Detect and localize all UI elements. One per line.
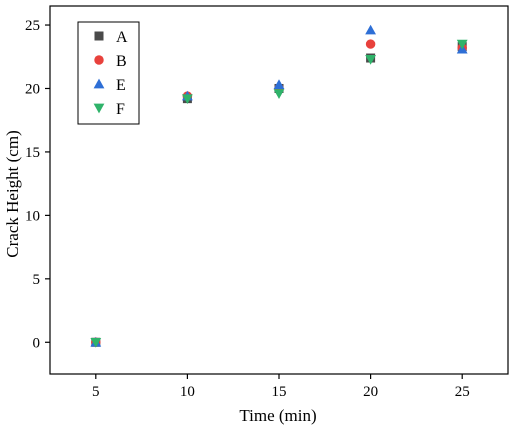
x-tick-label: 25 (455, 384, 470, 400)
data-point-b (365, 39, 376, 49)
data-point-e (273, 79, 285, 89)
y-tick-label: 25 (25, 18, 40, 34)
legend-label-e: E (116, 77, 126, 94)
axis-ticks: 5 10 15 20 25 0 5 10 15 20 25 (25, 18, 470, 400)
legend-label-b: B (116, 53, 127, 70)
data-points (90, 24, 468, 348)
y-tick-label: 0 (33, 335, 41, 351)
data-point-f (182, 94, 193, 105)
legend-marker-e (93, 78, 105, 89)
legend-marker-b (94, 55, 104, 65)
x-tick-label: 15 (272, 384, 287, 400)
x-axis-label: Time (min) (239, 406, 316, 425)
x-tick-label: 20 (363, 384, 378, 400)
data-point-e (365, 24, 376, 35)
x-tick-label: 5 (92, 384, 100, 400)
y-tick-label: 5 (33, 272, 41, 288)
data-point-f (90, 337, 102, 348)
legend-label-f: F (116, 101, 125, 118)
x-tick-label: 10 (180, 384, 195, 400)
legend-marker-f (93, 103, 105, 114)
y-tick-label: 15 (25, 145, 40, 161)
data-point-f (365, 54, 376, 65)
y-axis-label: Crack Height (cm) (3, 130, 22, 257)
legend-box (77, 21, 140, 125)
legend-label-a: A (116, 29, 128, 46)
y-tick-label: 10 (25, 208, 40, 224)
data-point-f (456, 39, 468, 50)
data-point-f (273, 89, 285, 99)
y-tick-label: 20 (25, 81, 40, 97)
legend-marker-a (94, 31, 104, 41)
